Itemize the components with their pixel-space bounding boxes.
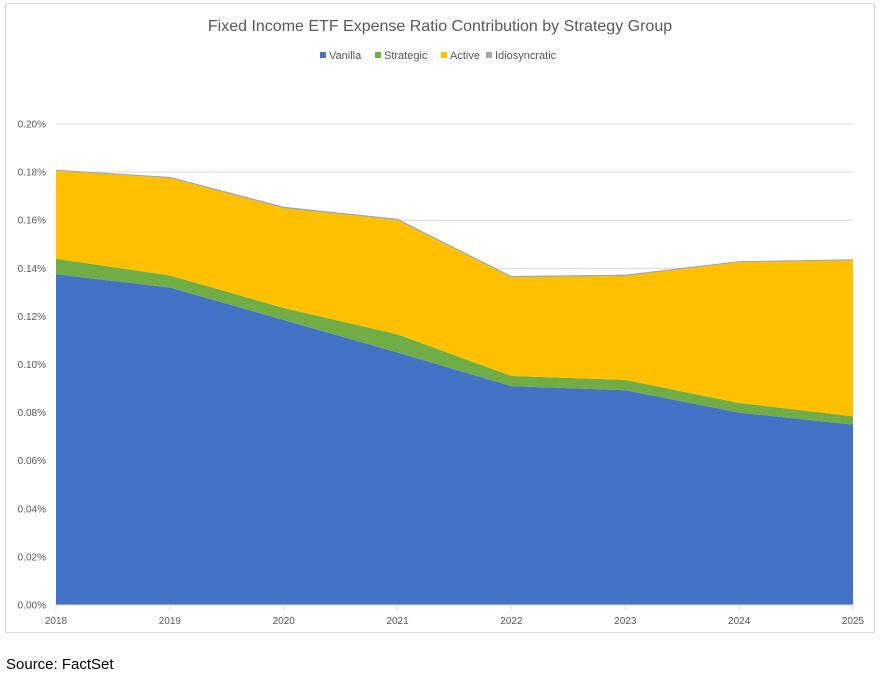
y-tick-label: 0.02% — [18, 552, 46, 563]
y-tick-label: 0.12% — [18, 312, 46, 323]
y-tick-label: 0.04% — [18, 504, 46, 515]
x-tick-label: 2018 — [45, 616, 68, 627]
legend-swatch-vanilla — [320, 52, 326, 58]
area-vanilla — [56, 274, 853, 605]
y-tick-label: 0.14% — [18, 264, 46, 275]
area-active — [56, 170, 853, 417]
y-tick-label: 0.06% — [18, 456, 46, 467]
x-tick-label: 2025 — [842, 616, 865, 627]
legend-label-active: Active — [450, 50, 480, 62]
source-note: Source: FactSet — [6, 656, 114, 673]
x-tick-label: 2020 — [273, 616, 296, 627]
y-tick-label: 0.20% — [18, 120, 46, 131]
legend-swatch-strategic — [375, 52, 381, 58]
y-axis-ticks: 0.00% 0.02% 0.04% 0.06% 0.08% 0.10% 0.12% 0.14%… — [18, 120, 46, 612]
x-tick-label: 2024 — [728, 616, 751, 627]
legend-label-vanilla: Vanilla — [329, 50, 362, 62]
x-tick-label: 2022 — [500, 616, 523, 627]
y-tick-label: 0.16% — [18, 216, 46, 227]
area-series — [56, 169, 853, 606]
chart-title: Fixed Income ETF Expense Ratio Contribut… — [208, 18, 672, 35]
y-tick-label: 0.10% — [18, 360, 46, 371]
legend-swatch-active — [441, 52, 447, 58]
x-axis-ticks: 2018 2019 2020 2021 2022 2023 2024 2025 — [45, 605, 865, 627]
legend-swatch-idiosyncratic — [486, 52, 492, 58]
area-strategic — [56, 258, 853, 425]
legend-label-strategic: Strategic — [384, 50, 428, 62]
legend-label-idiosyncratic: Idiosyncratic — [495, 50, 557, 62]
x-tick-label: 2021 — [386, 616, 409, 627]
y-tick-label: 0.00% — [18, 601, 46, 612]
y-tick-label: 0.08% — [18, 408, 46, 419]
legend: Vanilla Strategic Active Idiosyncratic — [320, 50, 557, 62]
x-tick-label: 2023 — [614, 616, 637, 627]
y-tick-label: 0.18% — [18, 168, 46, 179]
chart-svg: Fixed Income ETF Expense Ratio Contribut… — [18, 18, 865, 627]
x-tick-label: 2019 — [159, 616, 182, 627]
